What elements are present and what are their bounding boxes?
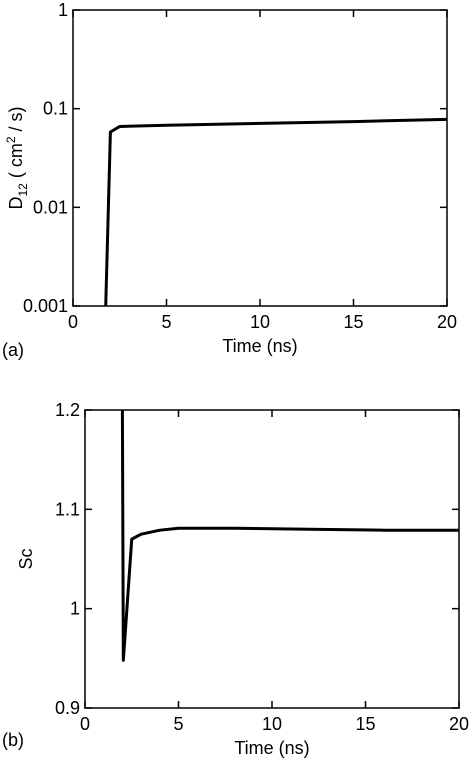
y-tick-label: 0.9 — [55, 698, 80, 718]
y-axis-label: Sc — [16, 548, 36, 569]
data-line — [120, 409, 459, 662]
x-tick-label: 15 — [343, 312, 363, 332]
y-axis-label: D12 ( cm2 / s) — [4, 106, 30, 209]
x-axis-label: Time (ns) — [222, 336, 297, 356]
y-axis-label-part: / s) — [6, 106, 26, 136]
y-axis-label-part: 12 — [16, 183, 30, 197]
y-tick-label: 0.01 — [33, 197, 68, 217]
x-tick-label: 10 — [262, 714, 282, 734]
x-tick-label: 5 — [161, 312, 171, 332]
y-tick-label: 1 — [58, 0, 68, 20]
x-tick-label: 10 — [250, 312, 270, 332]
panel-label: (b) — [2, 730, 24, 750]
x-tick-label: 15 — [355, 714, 375, 734]
y-tick-label: 1 — [70, 599, 80, 619]
y-tick-label: 0.001 — [23, 296, 68, 316]
panel-label: (a) — [2, 340, 24, 360]
y-tick-label: 0.1 — [43, 99, 68, 119]
y-axis-label-part: 2 — [4, 136, 18, 143]
x-tick-label: 0 — [68, 312, 78, 332]
y-tick-label: 1.2 — [55, 400, 80, 420]
y-axis-label-part: D — [6, 197, 26, 210]
x-tick-label: 20 — [449, 714, 469, 734]
x-axis-label: Time (ns) — [234, 738, 309, 758]
y-axis-label-part: ( cm — [6, 143, 26, 183]
x-tick-label: 0 — [80, 714, 90, 734]
x-tick-label: 20 — [437, 312, 457, 332]
y-axis-label-part: Sc — [16, 548, 36, 569]
plot-frame — [72, 9, 448, 307]
data-line — [104, 117, 448, 307]
plot-frame — [84, 409, 460, 709]
y-tick-label: 1.1 — [55, 499, 80, 519]
x-tick-label: 5 — [173, 714, 183, 734]
